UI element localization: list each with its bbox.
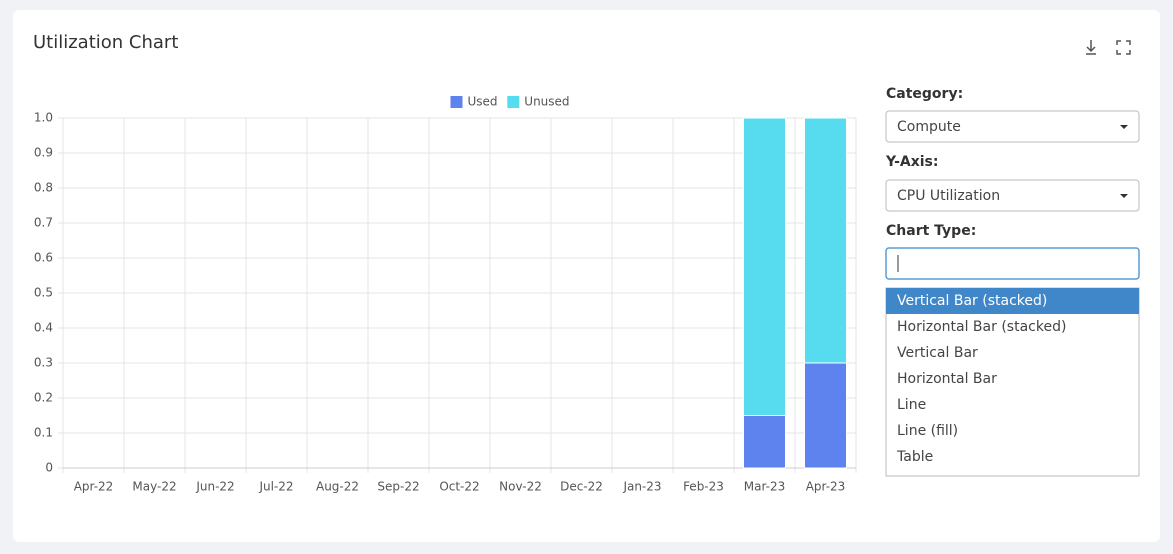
card (13, 10, 1160, 542)
dropdown-list (885, 287, 1140, 477)
category-label: Category: (886, 86, 963, 102)
x-tick-label: Mar-23 (744, 480, 785, 494)
chart-type-input[interactable] (885, 247, 1140, 280)
y-tick-label: 0.3 (34, 356, 53, 370)
x-tick-label: Aug-22 (316, 480, 359, 494)
x-tick-label: Jul-22 (258, 480, 293, 494)
dropdown-option[interactable]: Line (fill) (897, 423, 958, 439)
dropdown-option[interactable]: Horizontal Bar (897, 371, 997, 387)
legend-label: Used (468, 95, 498, 109)
card-title: Utilization Chart (33, 32, 178, 53)
bar-segment (743, 117, 786, 416)
y-tick-label: 0.4 (34, 321, 53, 335)
dropdown-option[interactable]: Line (897, 397, 926, 413)
x-tick-label: Jun-22 (195, 480, 234, 494)
y-axis-select[interactable] (885, 179, 1140, 212)
y-tick-label: 1.0 (34, 111, 53, 125)
x-tick-label: Oct-22 (439, 480, 479, 494)
caret (1120, 125, 1128, 129)
option-highlight (886, 288, 1139, 314)
x-tick-label: Nov-22 (499, 480, 542, 494)
bar-segment (804, 362, 847, 469)
y-tick-label: 0.7 (34, 216, 53, 230)
dropdown-option[interactable]: Vertical Bar (897, 345, 978, 361)
x-tick-label: Apr-23 (806, 480, 846, 494)
x-tick-label: Feb-23 (683, 480, 724, 494)
legend-swatch (507, 96, 520, 108)
caret (1120, 194, 1128, 198)
y-tick-label: 0.5 (34, 286, 53, 300)
y-tick-label: 0.8 (34, 181, 53, 195)
x-tick-label: Jan-23 (622, 480, 661, 494)
x-tick-label: Apr-22 (74, 480, 114, 494)
y-tick-label: 0.2 (34, 391, 53, 405)
y-axis-value: CPU Utilization (897, 188, 1000, 204)
legend-label: Unused (524, 95, 569, 109)
x-tick-label: May-22 (132, 480, 176, 494)
dropdown-option[interactable]: Vertical Bar (stacked) (897, 293, 1047, 309)
dropdown-option[interactable]: Horizontal Bar (stacked) (897, 319, 1066, 335)
y-tick-label: 0.1 (34, 426, 53, 440)
x-tick-label: Dec-22 (560, 480, 603, 494)
fullscreen-icon[interactable] (1116, 40, 1131, 55)
y-tick-label: 0.6 (34, 251, 53, 265)
chart-type-label: Chart Type: (886, 223, 976, 239)
y-tick-label: 0 (45, 461, 53, 475)
x-tick-label: Sep-22 (377, 480, 419, 494)
y-axis-label: Y-Axis: (885, 154, 939, 170)
category-value: Compute (897, 119, 961, 135)
legend-swatch (450, 96, 463, 108)
y-tick-label: 0.9 (34, 146, 53, 160)
bar-segment (804, 117, 847, 364)
category-select[interactable] (885, 110, 1140, 143)
download-icon[interactable] (1086, 40, 1096, 55)
dropdown-option[interactable]: Table (896, 449, 933, 465)
bar-segment (743, 415, 786, 469)
